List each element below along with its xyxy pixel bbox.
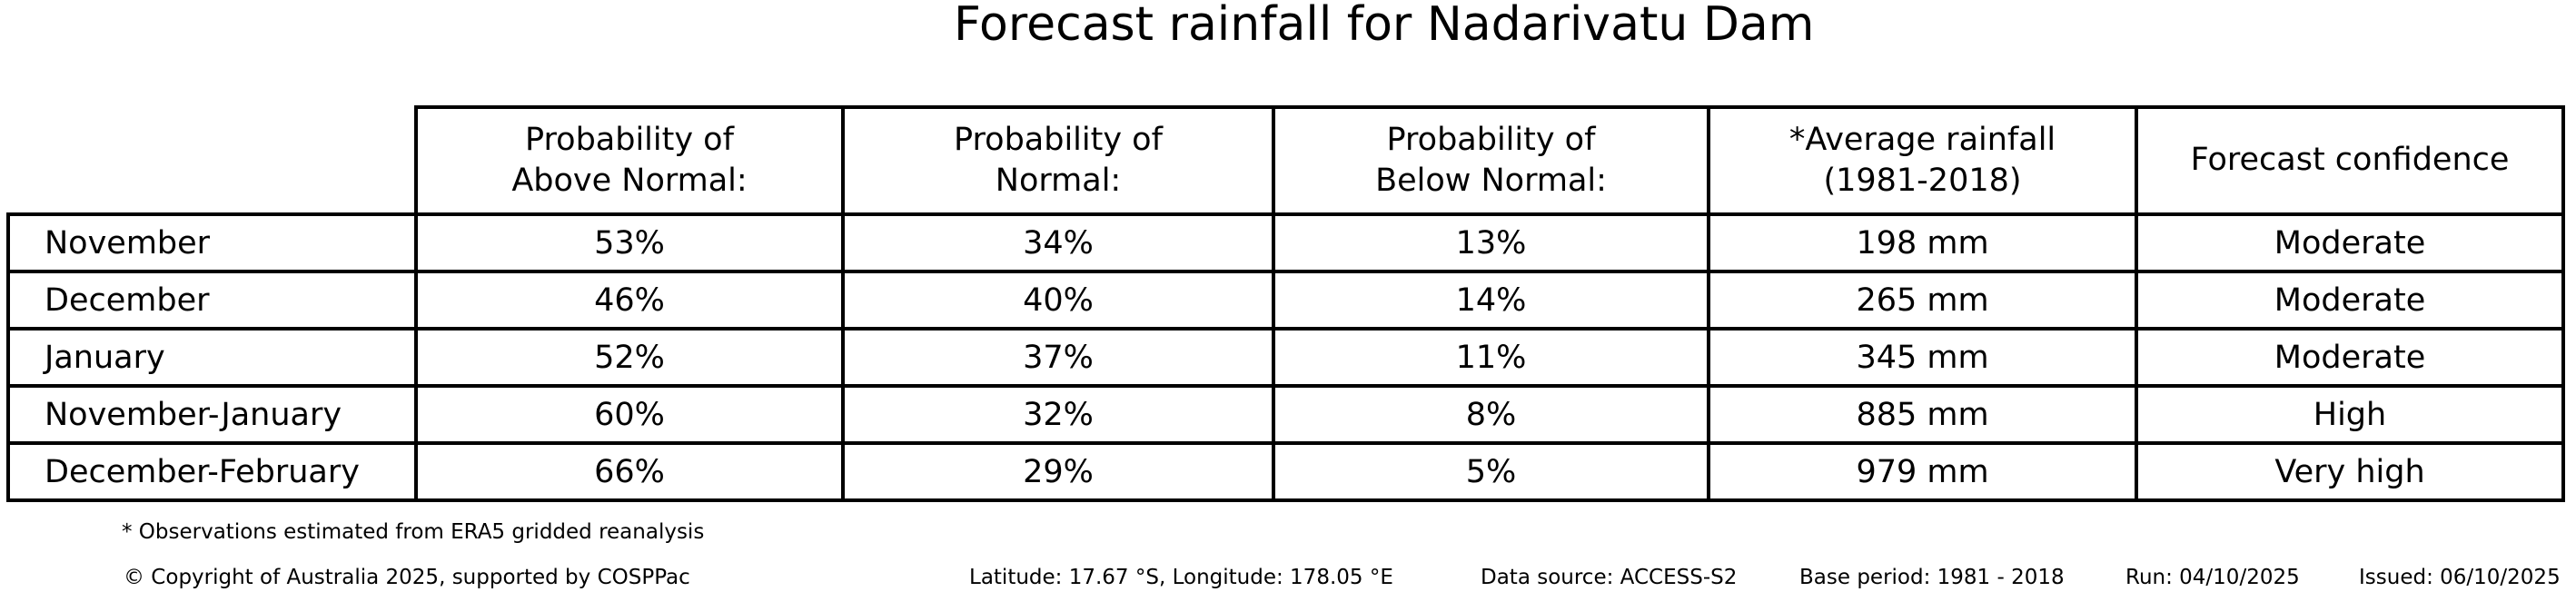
header-average-rainfall: *Average rainfall (1981-2018) [1707, 105, 2138, 216]
location-text: Latitude: 17.67 °S, Longitude: 178.05 °E [969, 566, 1393, 589]
run-date-text: Run: 04/10/2025 [2125, 566, 2300, 589]
above-normal-cell: 53% [414, 212, 845, 273]
normal-cell: 29% [841, 441, 1275, 502]
header-row: Probability of Above Normal: Probability… [8, 105, 2565, 216]
period-cell: December-February [6, 441, 418, 502]
period-cell: November-January [6, 384, 418, 445]
period-cell: December [6, 270, 418, 331]
below-normal-cell: 11% [1272, 327, 1710, 388]
corner-empty-cell [8, 107, 416, 214]
header-above-normal: Probability of Above Normal: [414, 105, 845, 216]
issued-date-text: Issued: 06/10/2025 [2359, 566, 2561, 589]
confidence-cell: Moderate [2135, 270, 2565, 331]
average-rainfall-cell: 885 mm [1707, 384, 2138, 445]
base-period-text: Base period: 1981 - 2018 [1799, 566, 2065, 589]
era5-footnote: * Observations estimated from ERA5 gridd… [122, 520, 705, 544]
average-rainfall-cell: 198 mm [1707, 212, 2138, 273]
above-normal-cell: 52% [414, 327, 845, 388]
below-normal-cell: 8% [1272, 384, 1710, 445]
header-normal: Probability of Normal: [841, 105, 1275, 216]
period-cell: November [6, 212, 418, 273]
header-below-normal: Probability of Below Normal: [1272, 105, 1710, 216]
below-normal-cell: 5% [1272, 441, 1710, 502]
table-row: December-February 66% 29% 5% 979 mm Very… [6, 441, 2565, 502]
normal-cell: 32% [841, 384, 1275, 445]
normal-cell: 37% [841, 327, 1275, 388]
period-cell: January [6, 327, 418, 388]
table-row: January 52% 37% 11% 345 mm Moderate [6, 327, 2565, 388]
table-row: November-January 60% 32% 8% 885 mm High [6, 384, 2565, 445]
copyright-text: © Copyright of Australia 2025, supported… [124, 566, 690, 589]
page-title: Forecast rainfall for Nadarivatu Dam [954, 0, 1815, 52]
header-forecast-confidence: Forecast confidence [2135, 105, 2565, 216]
normal-cell: 40% [841, 270, 1275, 331]
table-row: December 46% 40% 14% 265 mm Moderate [6, 270, 2565, 331]
confidence-cell: Moderate [2135, 212, 2565, 273]
average-rainfall-cell: 345 mm [1707, 327, 2138, 388]
confidence-cell: Moderate [2135, 327, 2565, 388]
confidence-cell: High [2135, 384, 2565, 445]
above-normal-cell: 46% [414, 270, 845, 331]
above-normal-cell: 60% [414, 384, 845, 445]
average-rainfall-cell: 979 mm [1707, 441, 2138, 502]
confidence-cell: Very high [2135, 441, 2565, 502]
above-normal-cell: 66% [414, 441, 845, 502]
normal-cell: 34% [841, 212, 1275, 273]
below-normal-cell: 14% [1272, 270, 1710, 331]
average-rainfall-cell: 265 mm [1707, 270, 2138, 331]
below-normal-cell: 13% [1272, 212, 1710, 273]
data-source-text: Data source: ACCESS-S2 [1481, 566, 1738, 589]
rainfall-forecast-table: Probability of Above Normal: Probability… [6, 105, 2565, 502]
table-row: November 53% 34% 13% 198 mm Moderate [6, 212, 2565, 273]
